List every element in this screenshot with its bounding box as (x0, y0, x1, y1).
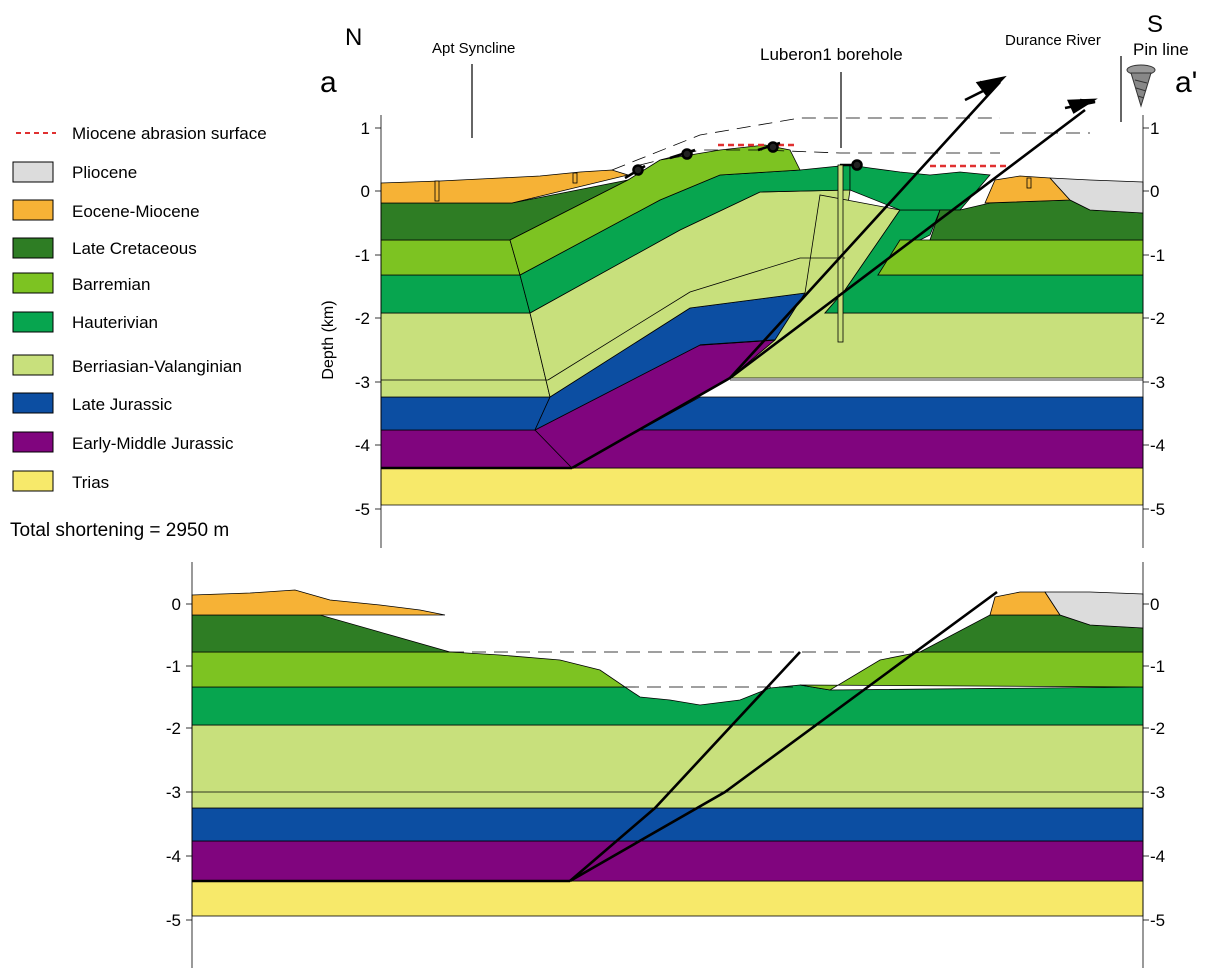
tick-label: -2 (355, 309, 370, 328)
late-jurassic-left (380, 396, 551, 431)
barremian-right (877, 239, 1144, 276)
fault-system-bottom (192, 590, 998, 883)
small-well-1 (434, 180, 440, 202)
bottom-left-tick-labels: 0 -1 -2 -3 -4 -5 (166, 595, 181, 930)
present-day-section (380, 75, 1144, 506)
tick-label: -2 (1150, 309, 1165, 328)
legend-swatch-trias (12, 470, 54, 492)
durance-river-label: Durance River (1005, 32, 1101, 49)
tick-label: 0 (1150, 182, 1159, 201)
eocene-miocene-right (984, 175, 1071, 204)
tick-label: -3 (166, 783, 181, 802)
legend-swatch-eocene-miocene (12, 199, 54, 221)
legend-swatch-late-jurassic (12, 392, 54, 414)
legend-label: Trias (72, 473, 109, 492)
tick-label: -2 (166, 719, 181, 738)
early-middle-jurassic-right (570, 429, 1144, 469)
depth-axis-label: Depth (km) (320, 300, 337, 379)
small-well-2 (572, 172, 578, 184)
tick-label: 0 (172, 595, 181, 614)
tick-label: -4 (1150, 436, 1165, 455)
tick-label: -5 (355, 500, 370, 519)
legend-swatch-early-middle-jurassic (12, 431, 54, 453)
legend-label: Late Cretaceous (72, 239, 197, 258)
north-label: N (345, 24, 362, 51)
section-end-label: a' (1175, 66, 1197, 99)
legend-swatch-berriasian-valanginian (12, 354, 54, 376)
borehole-label: Luberon1 borehole (760, 45, 903, 64)
tick-label: 1 (361, 119, 370, 138)
restored-trias (191, 880, 1144, 917)
tick-label: -1 (1150, 246, 1165, 265)
hauterivian-left (380, 274, 531, 314)
legend-label: Early-Middle Jurassic (72, 434, 234, 453)
tick-label: -5 (1150, 500, 1165, 519)
top-left-tick-labels: 1 0 -1 -2 -3 -4 -5 (355, 119, 370, 519)
eocene-miocene-left (380, 169, 630, 204)
tick-label: -4 (355, 436, 370, 455)
restored-eocene-miocene-left (191, 589, 446, 616)
total-shortening-label: Total shortening = 2950 m (10, 520, 229, 541)
section-start-label: a (320, 66, 337, 99)
apt-syncline-label: Apt Syncline (432, 40, 515, 57)
tick-label: 0 (361, 182, 370, 201)
tick-label: -1 (1150, 657, 1165, 676)
restored-late-cretaceous-left (191, 614, 451, 653)
bottom-left-axis (186, 562, 193, 968)
legend-label: Pliocene (72, 163, 137, 182)
tick-label: -3 (1150, 373, 1165, 392)
tick-label: 0 (1150, 595, 1159, 614)
tick-label: -1 (166, 657, 181, 676)
tick-label: -2 (1150, 719, 1165, 738)
tick-label: -1 (355, 246, 370, 265)
barremian-left (380, 239, 521, 276)
legend-swatch-late-cretaceous (12, 237, 54, 259)
restored-barremian-right (799, 651, 1144, 691)
berriasian-left (380, 312, 551, 398)
tick-label: -4 (166, 847, 181, 866)
legend-label: Barremian (72, 275, 150, 294)
top-right-axis (1142, 115, 1149, 548)
tick-label: -3 (1150, 783, 1165, 802)
restored-hauterivian (191, 684, 1144, 726)
pin-line-label: Pin line (1133, 40, 1189, 59)
legend-label-abrasion: Miocene abrasion surface (72, 124, 267, 143)
tick-label: -5 (1150, 911, 1165, 930)
south-label: S (1147, 11, 1163, 38)
trias-layer (380, 467, 1144, 506)
pin-icon (1126, 64, 1156, 108)
restored-early-middle-jurassic (191, 840, 1144, 882)
legend-label: Hauterivian (72, 313, 158, 332)
reconstructed-top-dashed (611, 117, 1000, 171)
tick-label: -5 (166, 911, 181, 930)
legend-label: Eocene-Miocene (72, 202, 200, 221)
legend-swatch-pliocene (12, 161, 54, 183)
tick-label: 1 (1150, 119, 1159, 138)
legend-swatch-barremian (12, 272, 54, 294)
small-well-3 (1026, 177, 1032, 189)
fault-system-top (381, 81, 1086, 470)
restored-barremian-left (191, 651, 627, 688)
bottom-right-tick-labels: 0 -1 -2 -3 -4 -5 (1150, 595, 1165, 930)
legend: Miocene abrasion surface Pliocene Eocene… (12, 124, 267, 492)
bottom-right-axis (1142, 562, 1149, 968)
berriasian-internal-bed-fold (547, 257, 845, 381)
tick-label: -4 (1150, 847, 1165, 866)
restored-section (191, 589, 1144, 917)
hauterivian-crest (849, 164, 991, 211)
tick-label: -3 (355, 373, 370, 392)
fault-arrows (964, 75, 1098, 114)
legend-label: Berriasian-Valanginian (72, 357, 242, 376)
legend-swatch-hauterivian (12, 311, 54, 333)
legend-label: Late Jurassic (72, 395, 173, 414)
top-left-axis (375, 115, 382, 548)
top-right-tick-labels: 1 0 -1 -2 -3 -4 -5 (1150, 119, 1165, 519)
late-jurassic-right (639, 396, 1144, 431)
